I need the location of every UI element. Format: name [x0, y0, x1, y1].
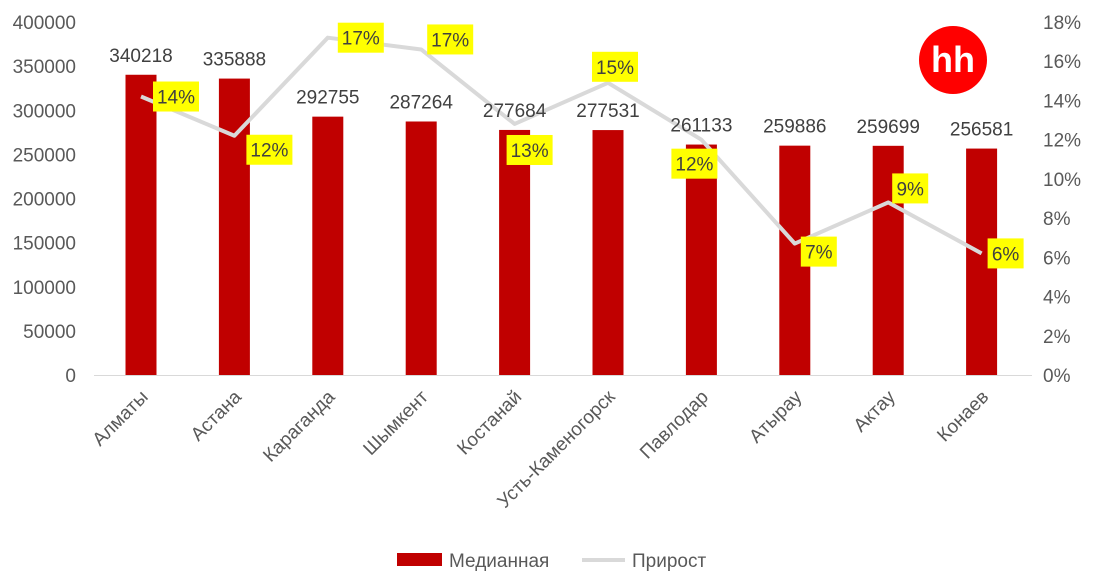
left-axis-tick: 200000	[13, 190, 76, 211]
category-label: Караганда	[259, 386, 339, 466]
pct-label-box	[671, 148, 718, 179]
growth-line	[140, 35, 983, 256]
left-axis-ticks: 0 50000 100000 150000 200000 250000 300000 3500…	[13, 13, 76, 387]
hh-logo-text: hh	[931, 39, 975, 80]
left-axis-tick: 350000	[13, 57, 76, 78]
growth-line-group	[140, 35, 983, 256]
bar-value-label: 287264	[389, 92, 453, 113]
bar-value-label: 261133	[670, 116, 732, 137]
pct-label-box	[800, 236, 837, 267]
pct-label: 12%	[675, 155, 713, 176]
pct-label: 17%	[342, 29, 380, 50]
hh-logo: hh	[919, 26, 987, 94]
legend-swatch-bar	[397, 553, 442, 566]
bar-value-label: 340218	[109, 46, 172, 67]
bar-labels-group: 340218 335888 292755 287264 277684 277531 2611…	[109, 46, 1013, 141]
right-axis-tick: 6%	[1043, 248, 1071, 269]
legend-label-bar: Медианная	[449, 551, 549, 572]
pct-label-box	[246, 134, 293, 165]
bar-value-label: 259886	[763, 117, 826, 138]
hh-logo-circle	[919, 26, 987, 94]
pct-label: 14%	[157, 88, 195, 109]
pct-label: 6%	[992, 244, 1020, 265]
right-axis-tick: 18%	[1043, 13, 1081, 34]
bar-5	[592, 130, 624, 375]
bar-value-label: 256581	[950, 120, 1013, 141]
left-axis-tick: 400000	[13, 13, 76, 34]
bar-value-label: 335888	[203, 50, 266, 71]
bar-2	[312, 116, 344, 376]
bar-1	[218, 78, 250, 375]
right-axis-tick: 8%	[1043, 209, 1071, 230]
category-label: Алматы	[89, 387, 153, 451]
category-label: Астана	[187, 386, 246, 445]
pct-label: 7%	[805, 243, 833, 264]
right-axis-tick: 12%	[1043, 131, 1081, 152]
right-axis-tick: 0%	[1043, 366, 1071, 387]
pct-label: 9%	[896, 179, 924, 200]
pct-label: 12%	[250, 141, 288, 162]
pct-labels-group: 14% 12% 17% 17% 13% 15% 12% 7% 9% 6%	[153, 22, 1024, 269]
bar-value-label: 292755	[296, 88, 359, 109]
legend: Медианная Прирост	[397, 551, 706, 572]
bar-0	[125, 74, 157, 375]
legend-label-line: Прирост	[632, 551, 706, 572]
right-axis-ticks: 0% 2% 4% 6% 8% 10% 12% 14% 16% 18%	[1043, 13, 1081, 387]
right-axis-tick: 14%	[1043, 91, 1081, 112]
category-labels: Алматы Астана Караганда Шымкент КостанайУсть…	[89, 386, 993, 512]
bar-value-label: 277684	[483, 101, 547, 122]
bar-value-label: 259699	[856, 117, 919, 138]
pct-label-box	[506, 134, 553, 165]
pct-label-box	[337, 22, 384, 53]
bar-3	[405, 121, 437, 375]
category-label: Шымкент	[360, 386, 433, 459]
category-label: Конаев	[933, 387, 993, 447]
bar-value-label: 277531	[576, 101, 639, 122]
left-axis-tick: 0	[65, 366, 76, 387]
right-axis-tick: 4%	[1043, 288, 1071, 309]
bar-4	[499, 129, 531, 375]
pct-label-box	[427, 24, 474, 55]
pct-label-box	[592, 51, 638, 82]
left-axis-tick: 250000	[13, 145, 76, 166]
category-label: Павлодар	[636, 387, 713, 464]
right-axis-tick: 2%	[1043, 327, 1071, 348]
pct-label-box	[987, 238, 1024, 269]
bar-6	[685, 144, 717, 375]
pct-label: 13%	[511, 141, 549, 162]
category-label: Костанай	[453, 387, 526, 460]
category-label: Актау	[850, 386, 900, 436]
category-label: Атырау	[745, 386, 806, 447]
pct-label-box	[153, 81, 199, 112]
left-axis-tick: 100000	[13, 278, 76, 299]
right-axis-tick: 16%	[1043, 52, 1081, 73]
left-axis-tick: 150000	[13, 234, 76, 255]
pct-label-box	[892, 173, 929, 204]
left-axis-tick: 300000	[13, 101, 76, 122]
pct-label: 17%	[431, 30, 469, 51]
left-axis-tick: 50000	[23, 322, 76, 343]
right-axis-tick: 10%	[1043, 170, 1081, 191]
pct-label: 15%	[596, 58, 634, 79]
